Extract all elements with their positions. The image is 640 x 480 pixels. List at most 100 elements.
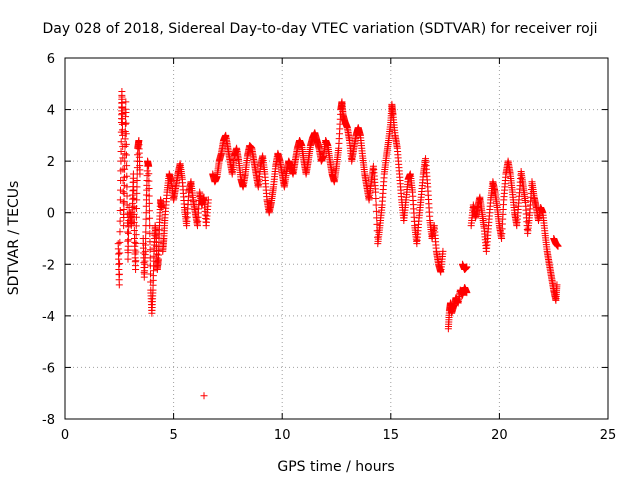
data-point	[120, 222, 128, 230]
data-point	[132, 257, 140, 265]
data-point	[439, 247, 447, 255]
data-point	[120, 214, 128, 222]
data-point	[133, 183, 141, 191]
data-point	[122, 108, 130, 116]
data-point	[145, 170, 153, 178]
data-point	[124, 249, 132, 257]
data-point	[116, 206, 124, 214]
data-point	[133, 189, 141, 197]
data-point	[142, 228, 150, 236]
data-point	[123, 183, 131, 191]
data-point	[121, 165, 129, 173]
data-point	[130, 226, 138, 234]
data-point	[121, 150, 129, 158]
y-axis-label: SDTVAR / TECUs	[6, 181, 22, 296]
data-point	[115, 281, 123, 289]
data-point	[373, 220, 381, 228]
data-point	[124, 255, 132, 263]
data-point	[133, 176, 141, 184]
data-point	[147, 270, 155, 278]
data-point	[372, 195, 380, 203]
x-tick-label: 15	[383, 428, 400, 443]
data-point	[142, 215, 150, 223]
data-point	[554, 242, 562, 250]
data-point	[122, 119, 130, 127]
data-point	[132, 265, 140, 273]
x-tick-label: 10	[274, 428, 291, 443]
data-point	[372, 207, 380, 215]
data-point	[146, 230, 154, 238]
plot-frame	[64, 57, 609, 420]
data-point	[553, 281, 561, 289]
data-point	[130, 218, 138, 226]
data-point	[132, 213, 140, 221]
y-tick-label: -4	[42, 310, 55, 325]
data-point	[132, 239, 140, 247]
data-point	[121, 157, 129, 165]
data-point	[142, 202, 150, 210]
data-point	[119, 131, 127, 139]
y-tick-label: -8	[42, 413, 55, 428]
data-point	[124, 242, 132, 250]
data-point	[133, 205, 141, 213]
data-point	[145, 162, 153, 170]
x-tick-label: 5	[169, 428, 177, 443]
x-tick-label: 20	[491, 428, 508, 443]
data-point	[146, 246, 154, 254]
data-point	[133, 196, 141, 204]
data-point	[115, 270, 123, 278]
data-point	[132, 248, 140, 256]
data-point	[146, 214, 154, 222]
data-point	[122, 98, 130, 106]
data-point	[116, 260, 124, 268]
data-point	[463, 263, 471, 271]
data-point	[116, 238, 124, 246]
data-point	[122, 140, 130, 148]
y-tick-label: -6	[42, 361, 55, 376]
data-point	[122, 151, 130, 159]
chart-title: Day 028 of 2018, Sidereal Day-to-day VTE…	[42, 21, 597, 37]
data-point	[123, 192, 131, 200]
data-point	[130, 178, 138, 186]
data-point	[124, 237, 132, 245]
y-tick-label: 0	[47, 207, 55, 222]
data-point	[125, 229, 133, 237]
x-axis-label: GPS time / hours	[277, 459, 394, 475]
data-point	[116, 249, 124, 257]
data-point	[116, 196, 124, 204]
data-point	[145, 177, 153, 185]
y-tick-label: -2	[42, 258, 55, 273]
data-point	[123, 162, 131, 170]
x-tick-label: 0	[61, 428, 69, 443]
data-point	[123, 172, 131, 180]
data-point	[130, 194, 138, 202]
data-point	[116, 228, 124, 236]
data-point	[200, 392, 208, 400]
data-point	[132, 222, 140, 230]
data-point	[372, 188, 380, 196]
y-tick-label: 6	[47, 52, 55, 67]
data-point	[158, 204, 166, 212]
data-point	[145, 199, 153, 207]
data-point	[122, 130, 130, 138]
data-point	[124, 228, 132, 236]
data-point	[204, 196, 212, 204]
data-point	[121, 120, 129, 128]
data-point	[119, 199, 127, 207]
data-point	[372, 201, 380, 209]
data-point	[119, 176, 127, 184]
data-point	[136, 170, 144, 178]
data-point	[116, 217, 124, 225]
y-tick-label: 4	[47, 104, 55, 119]
data-point	[145, 192, 153, 200]
data-point	[121, 135, 129, 143]
data-point	[124, 236, 132, 244]
data-point	[142, 241, 149, 249]
data-points	[114, 88, 562, 400]
data-point	[141, 247, 149, 255]
data-point	[117, 147, 125, 155]
data-point	[145, 185, 153, 193]
data-point	[132, 231, 140, 239]
